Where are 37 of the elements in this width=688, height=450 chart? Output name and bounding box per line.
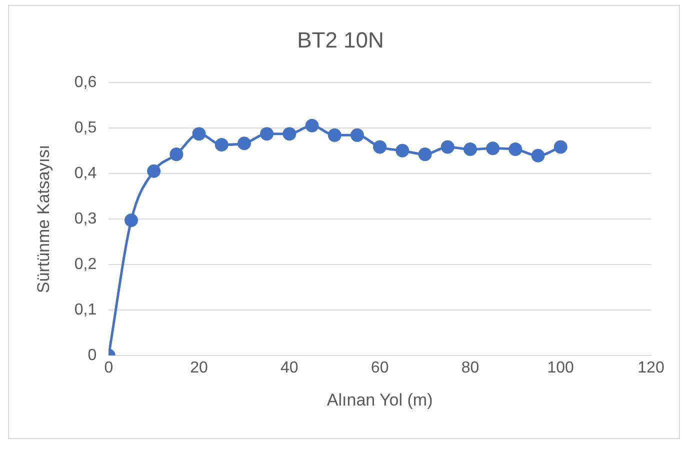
x-tick-label: 0 <box>104 359 114 376</box>
point <box>531 148 545 162</box>
point <box>396 144 410 158</box>
x-tick-label: 60 <box>370 359 389 376</box>
point <box>124 214 138 228</box>
point <box>170 148 184 162</box>
y-tick-label: 0,1 <box>74 301 97 318</box>
y-tick-label: 0,4 <box>74 164 97 182</box>
point <box>260 127 274 141</box>
y-tick-label: 0,5 <box>74 119 97 136</box>
point <box>328 128 342 142</box>
x-tick-label: 20 <box>190 359 208 376</box>
point <box>350 128 364 142</box>
y-axis-title: Sürtünme Katsayısı <box>34 144 53 294</box>
x-tick-label: 100 <box>547 359 574 376</box>
point <box>237 136 251 150</box>
point <box>147 164 161 178</box>
point <box>305 118 319 132</box>
y-tick-label: 0,2 <box>74 256 97 273</box>
x-tick-label: 80 <box>461 359 480 376</box>
y-tick-label: 0 <box>88 346 97 364</box>
point <box>192 127 206 141</box>
y-tick-label: 0,6 <box>74 74 97 91</box>
y-tick-label: 0,3 <box>74 210 97 228</box>
point <box>214 138 228 152</box>
point <box>486 142 500 156</box>
x-tick-label: 40 <box>280 359 298 376</box>
point <box>440 140 454 154</box>
point <box>508 142 522 156</box>
point <box>282 127 296 141</box>
point <box>373 140 387 154</box>
point <box>418 148 432 162</box>
x-axis-title: Alınan Yol (m) <box>326 390 433 410</box>
point <box>463 142 477 156</box>
point <box>554 140 568 154</box>
x-tick-label: 120 <box>638 359 664 376</box>
chart-title: BT2 10N <box>297 27 384 52</box>
